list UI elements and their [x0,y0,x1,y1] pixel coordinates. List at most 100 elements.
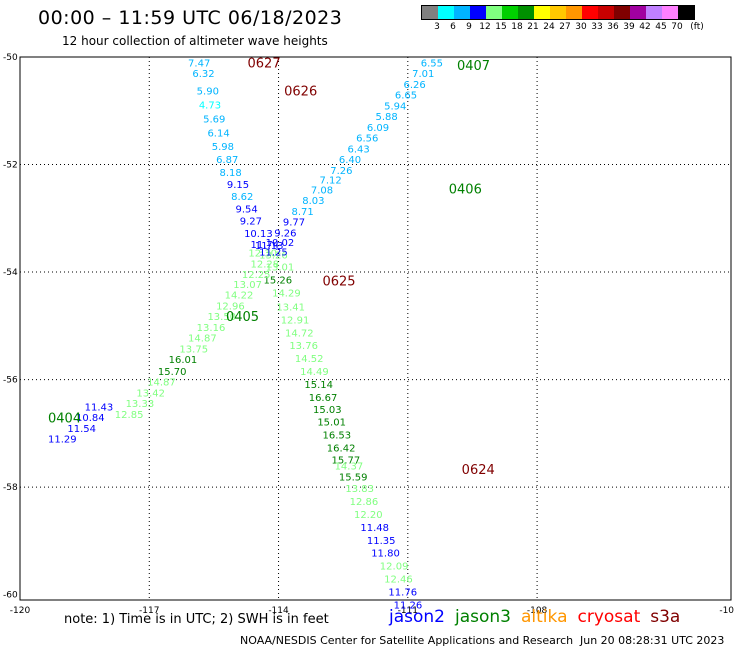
wave-height-value: 12.96 [216,301,245,312]
track-time-label: 0407 [457,59,490,74]
satellite-legend: jason2 jason3 altika cryosat s3a [389,607,690,627]
wave-height-value: 7.08 [311,185,333,196]
wave-height-value: 13.50 [207,312,236,323]
wave-height-value: 7.12 [319,176,341,187]
wave-height-value: 5.69 [203,114,225,125]
wave-height-value: 12.28 [251,259,280,270]
wave-height-value: 12.20 [354,510,383,521]
wave-height-value: 5.88 [376,112,398,123]
wave-height-value: 4.73 [199,100,221,111]
wave-height-value: 6.14 [207,128,229,139]
wave-height-value: 14.87 [147,378,176,389]
legend-label: 24 [543,22,555,32]
wave-height-value: 16.53 [322,430,351,441]
legend-swatch [614,6,630,19]
legend-unit: (ft) [690,22,704,32]
wave-height-value: 12.30 [248,249,277,260]
wave-height-value: 5.94 [384,101,406,112]
legend-label: 15 [495,22,507,32]
wave-height-value: 14.52 [295,354,324,365]
wave-height-value: 13.26 [259,250,288,261]
wave-height-value: 6.40 [339,155,361,166]
wave-height-value: 8.62 [231,192,253,203]
wave-height-value: 14.37 [335,462,364,473]
legend-swatch [550,6,566,19]
wave-height-value: 7.01 [412,69,434,80]
wave-height-value: 11.26 [394,600,423,611]
satellite-s3a: s3a [650,607,681,627]
wave-height-value: 9.26 [274,228,296,239]
legend-color-bar [421,5,695,20]
legend-label: 42 [639,22,651,32]
satellite-jason2: jason2 [389,607,445,627]
footer-note: note: 1) Time is in UTC; 2) SWH is in fe… [64,612,329,627]
wave-height-value: 6.32 [192,69,214,80]
legend-label: 36 [607,22,619,32]
color-legend: 3 6 9 12 15 18 21 24 27 30 33 36 39 42 45 70 (ft) [421,5,704,36]
wave-height-value: 14.29 [272,288,301,299]
wave-height-value: 14.49 [300,367,329,378]
latitude-tick-label: -50 [3,53,18,63]
page-title: 00:00 – 11:59 UTC 06/18/2023 [38,7,343,29]
page-subtitle: 12 hour collection of altimeter wave hei… [62,34,328,48]
track-time-label: 0627 [248,56,281,71]
wave-height-value: 16.67 [309,393,338,404]
latitude-tick-label: -58 [3,483,18,493]
wave-height-value: 10.84 [76,413,105,424]
longitude-tick-label: -120 [10,606,31,616]
wave-height-value: 11.25 [259,248,288,259]
wave-height-value: 12.09 [380,562,409,573]
wave-height-value: 14.22 [225,291,254,302]
wave-height-value: 15.59 [339,472,368,483]
wave-height-value: 13.33 [126,399,155,410]
longitude-tick-label: -111 [398,606,418,616]
legend-swatch [454,6,470,19]
wave-height-value: 13.16 [197,323,226,334]
wave-height-value: 10.13 [244,229,273,240]
wave-height-value: 6.26 [404,80,426,91]
legend-swatch [566,6,582,19]
wave-height-value: 13.75 [179,344,208,355]
latitude-tick-label: -52 [3,161,18,171]
track-time-label: 0624 [462,463,495,478]
wave-height-value: 9.27 [240,216,262,227]
wave-height-value: 9.15 [227,180,249,191]
satellite-cryosat: cryosat [577,607,641,627]
legend-labels: 3 6 9 12 15 18 21 24 27 30 33 36 39 42 45 70 (ft) [421,22,704,36]
legend-label: 12 [479,22,491,32]
wave-height-value: 7.47 [188,58,210,69]
wave-height-value: 11.80 [371,549,400,560]
wave-height-value: 15.14 [304,380,333,391]
wave-height-value: 15.03 [313,405,342,416]
latitude-tick-label: -56 [3,376,18,386]
wave-height-value: 5.90 [197,86,219,97]
legend-swatch [470,6,486,19]
track-time-label: 0405 [226,310,259,325]
wave-height-value: 11.13 [255,241,284,252]
legend-label: 33 [591,22,603,32]
wave-height-value: 13.42 [136,388,165,399]
credit-line: NOAA/NESDIS Center for Satellite Applica… [240,634,574,647]
wave-height-value: 6.55 [421,58,443,69]
legend-label: 70 [671,22,683,32]
wave-height-value: 11.29 [48,435,77,446]
longitude-tick-label: -117 [139,606,159,616]
wave-height-value: 12.91 [281,315,310,326]
latitude-tick-label: -54 [3,268,18,278]
legend-swatch [534,6,550,19]
wave-height-value: 8.03 [302,196,324,207]
wave-height-value: 16.42 [327,443,356,454]
legend-label: 21 [527,22,539,32]
wave-height-value: 14.72 [285,328,314,339]
wave-height-value: 12.86 [350,497,379,508]
wave-height-value: 11.76 [388,587,417,598]
wave-height-value: 12.46 [384,574,413,585]
legend-label: 45 [655,22,667,32]
wave-height-value: 7.26 [330,166,352,177]
legend-swatch [598,6,614,19]
legend-swatch [486,6,502,19]
wave-height-value: 13.76 [289,341,318,352]
legend-swatch [518,6,534,19]
